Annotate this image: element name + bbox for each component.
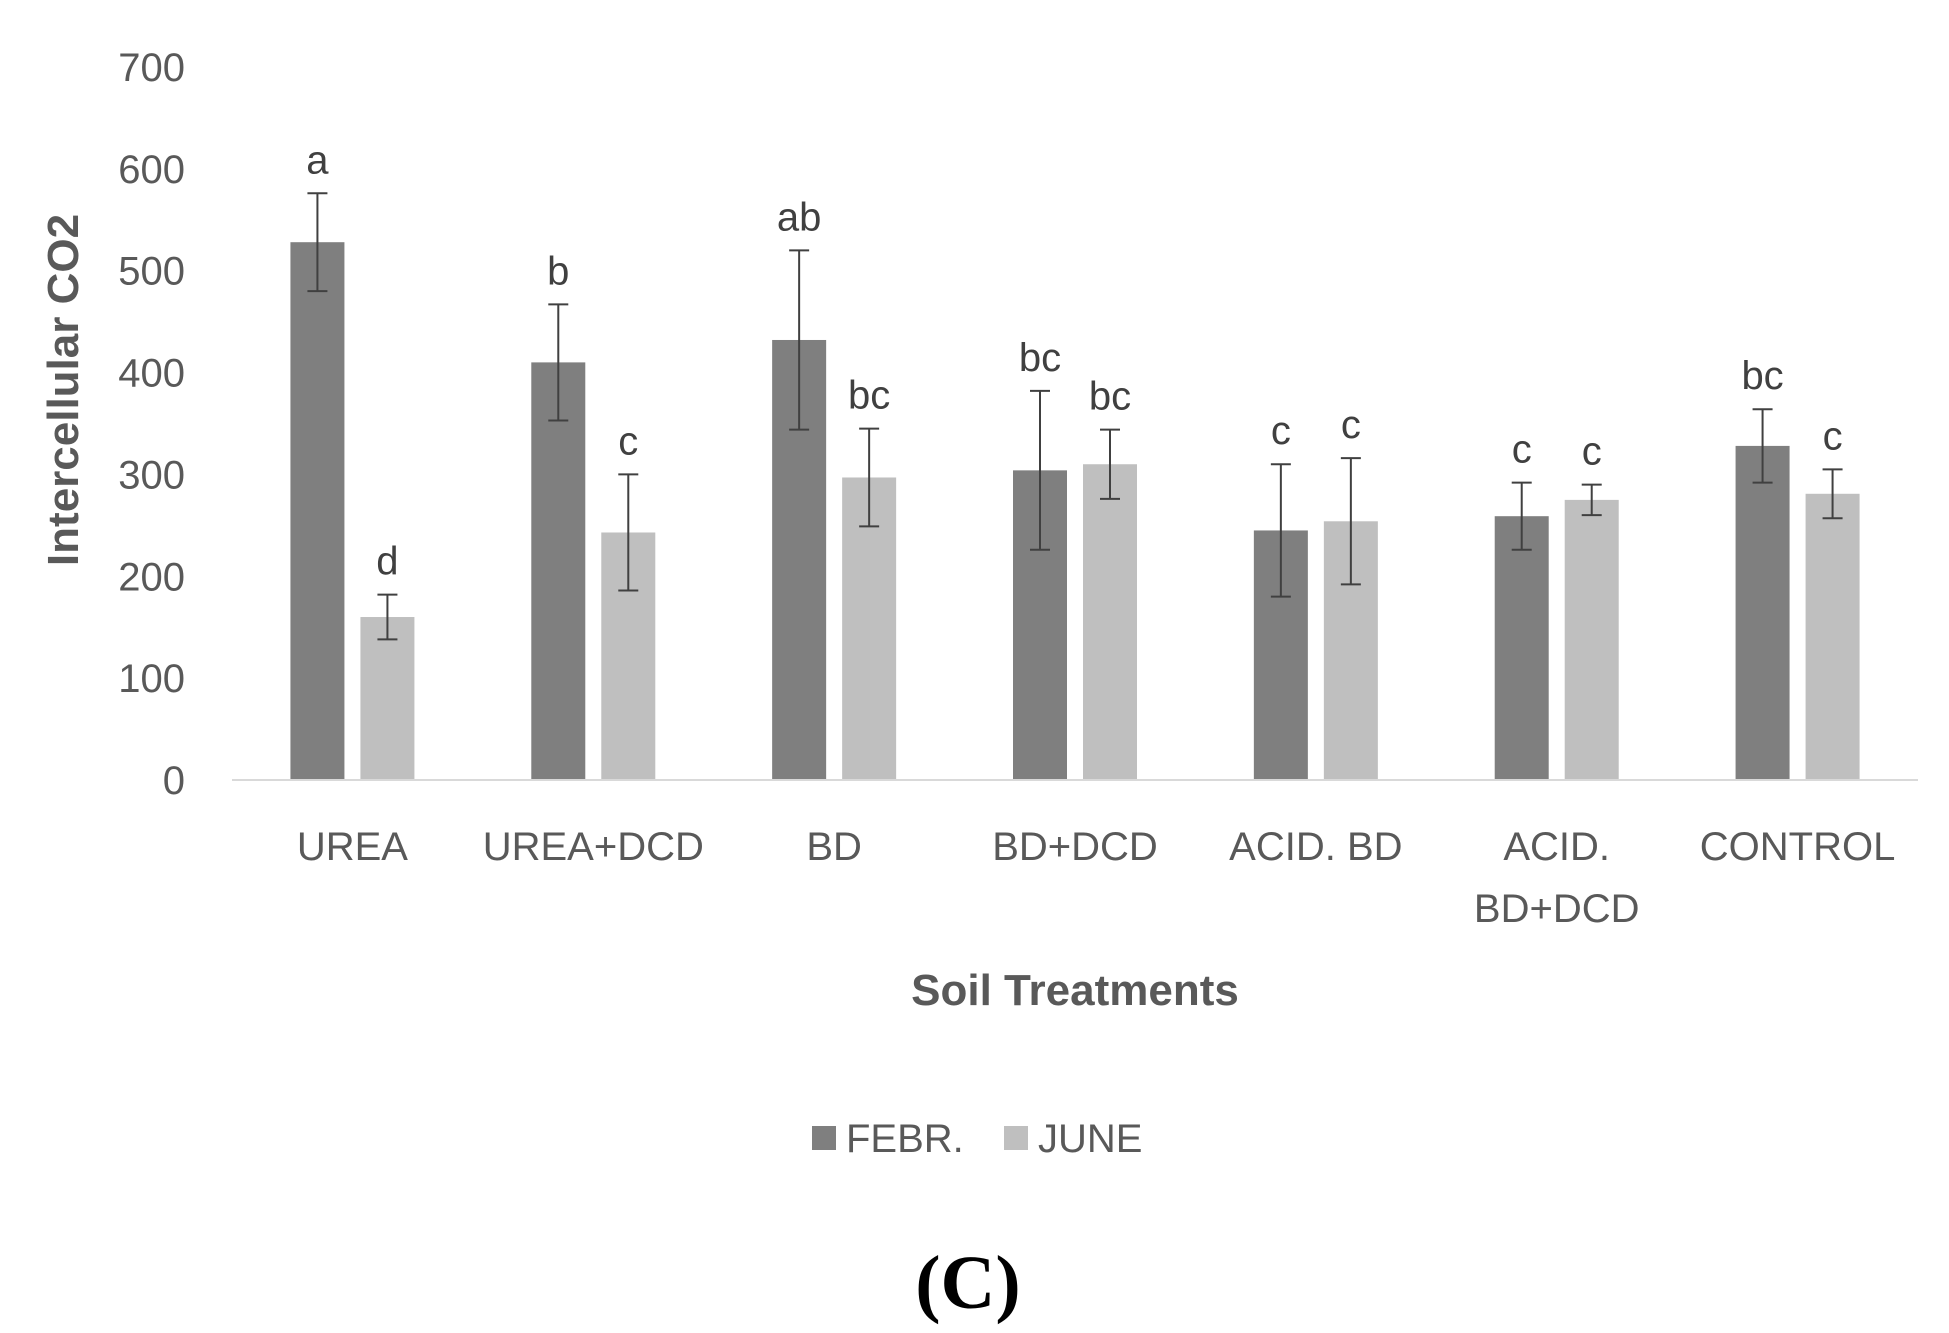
significance-letter: b — [547, 249, 569, 293]
significance-letter: c — [1341, 403, 1361, 447]
bar-june — [1806, 494, 1860, 780]
x-category-label: UREA+DCD — [483, 825, 704, 869]
x-category-label: ACID. BD — [1229, 825, 1402, 869]
x-category-label: ACID. — [1503, 825, 1610, 869]
x-axis-title: Soil Treatments — [911, 966, 1239, 1015]
y-tick-label: 0 — [163, 759, 185, 803]
significance-letter: a — [306, 138, 329, 182]
x-category-label: BD — [806, 825, 862, 869]
legend-swatch — [1004, 1126, 1028, 1150]
significance-letter: c — [1823, 414, 1843, 458]
significance-letter: c — [1271, 409, 1291, 453]
y-tick-label: 100 — [118, 657, 185, 701]
significance-letter: bc — [1019, 336, 1061, 380]
significance-letter: ab — [777, 195, 822, 239]
legend-swatch — [812, 1126, 836, 1150]
y-tick-label: 400 — [118, 352, 185, 396]
bar-febr — [290, 242, 344, 780]
significance-letter: c — [618, 419, 638, 463]
significance-letter: bc — [1089, 375, 1131, 419]
y-tick-label: 500 — [118, 250, 185, 294]
y-tick-label: 600 — [118, 148, 185, 192]
significance-letter: bc — [848, 374, 890, 418]
bar-febr — [1736, 446, 1790, 780]
x-category-label: BD+DCD — [1474, 887, 1640, 931]
bar-febr — [531, 362, 585, 780]
x-category-label: BD+DCD — [992, 825, 1158, 869]
x-category-label: UREA — [297, 825, 408, 869]
x-axis-categories: UREA UREA+DCD BD BD+DCD ACID. BD ACID. BD+DCD C… — [297, 825, 1896, 931]
bars-group — [290, 242, 1859, 780]
panel-label: (C) — [915, 1241, 1021, 1325]
bar-june — [1083, 464, 1137, 780]
y-axis-ticks: 0 100 200 300 400 500 600 700 — [118, 46, 185, 803]
legend-label: FEBR. — [846, 1117, 964, 1161]
bar-febr — [1495, 516, 1549, 780]
bar-june — [1565, 500, 1619, 780]
y-axis-title: Intercellular CO2 — [39, 214, 88, 566]
significance-letter: c — [1512, 428, 1532, 472]
bar-chart: 0100200300400500600700 adbcabbcbcbcc cc cb… — [0, 0, 1949, 1333]
significance-letter: d — [376, 540, 398, 584]
y-tick-label: 700 — [118, 46, 185, 90]
bar-june — [360, 617, 414, 780]
significance-letter: bc — [1741, 354, 1783, 398]
legend: FEBR. JUNE — [812, 1117, 1142, 1161]
x-category-label: CONTROL — [1700, 825, 1896, 869]
significance-letter: c — [1582, 430, 1602, 474]
legend-label: JUNE — [1038, 1117, 1142, 1161]
y-tick-label: 300 — [118, 453, 185, 497]
y-tick-label: 200 — [118, 555, 185, 599]
